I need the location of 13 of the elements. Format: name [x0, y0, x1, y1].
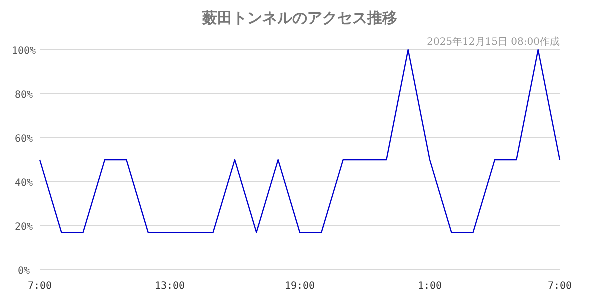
x-tick-label: 1:00: [418, 281, 442, 292]
chart-subtitle: 2025年12月15日 08:00作成: [427, 36, 560, 48]
x-tick-label: 13:00: [154, 281, 186, 292]
chart-title: 薮田トンネルのアクセス推移: [202, 9, 398, 27]
y-tick-label: 100%: [12, 46, 36, 57]
y-tick-label: 0%: [18, 266, 30, 277]
y-tick-label: 40%: [14, 178, 34, 189]
x-tick-label: 19:00: [284, 281, 316, 292]
y-tick-label: 60%: [14, 134, 34, 145]
y-tick-label: 20%: [14, 222, 34, 233]
x-tick-label: 7:00: [548, 281, 572, 292]
x-tick-label: 7:00: [28, 281, 52, 292]
y-tick-label: 80%: [14, 90, 34, 101]
